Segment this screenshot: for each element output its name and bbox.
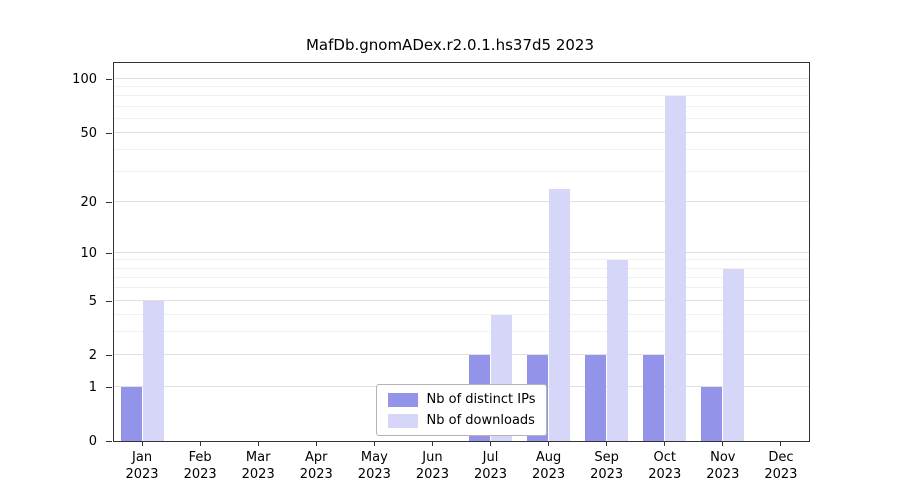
x-tick-label-mar: Mar 2023 xyxy=(229,442,287,483)
y-tick-label: 50 xyxy=(80,125,97,141)
gridline-major xyxy=(114,251,809,253)
bar-nb-of-distinct-ips-nov xyxy=(700,386,722,441)
x-tick-mark xyxy=(548,442,550,446)
x-tick-mark xyxy=(606,442,608,446)
gridline-minor xyxy=(114,313,809,315)
bar-nb-of-downloads-oct xyxy=(664,96,686,441)
legend-label-distinct-ips: Nb of distinct IPs xyxy=(426,392,536,407)
gridline-minor xyxy=(114,95,809,97)
y-tick-label: 1 xyxy=(88,379,97,395)
x-tick-label-nov: Nov 2023 xyxy=(694,442,752,483)
bar-nb-of-downloads-aug xyxy=(548,188,570,441)
gridline-minor xyxy=(114,276,809,278)
bar-group-jan xyxy=(114,63,172,441)
x-tick-label-jan: Jan 2023 xyxy=(113,442,171,483)
x-tick-mark xyxy=(431,442,433,446)
gridline-major xyxy=(114,299,809,301)
plot-area: Nb of distinct IPs Nb of downloads xyxy=(113,62,810,442)
y-tick-mark xyxy=(106,441,112,442)
x-tick-label-may: May 2023 xyxy=(345,442,403,483)
y-tick-mark xyxy=(106,354,112,356)
bar-group-apr xyxy=(288,63,346,441)
gridline-major xyxy=(114,131,809,133)
x-tick-mark xyxy=(373,442,375,446)
x-tick-mark xyxy=(141,442,143,446)
x-tick-mark xyxy=(490,442,491,446)
y-tick-label: 2 xyxy=(88,347,97,363)
x-tick-label-dec: Dec 2023 xyxy=(752,442,810,483)
y-tick-mark xyxy=(106,79,112,81)
x-tick-label-jun: Jun 2023 xyxy=(403,442,461,483)
x-tick-mark xyxy=(199,442,201,446)
bar-group-sep xyxy=(577,63,635,441)
y-tick-label: 0 xyxy=(88,434,97,449)
bar-group-oct xyxy=(635,63,693,441)
gridline-minor xyxy=(114,259,809,261)
y-tick-label: 100 xyxy=(72,72,97,88)
x-tick-label-aug: Aug 2023 xyxy=(520,442,578,483)
gridline-minor xyxy=(114,105,809,107)
x-tick-mark xyxy=(664,442,666,446)
y-tick-mark xyxy=(106,132,112,134)
chart-title: MafDb.gnomADex.r2.0.1.hs37d5 2023 xyxy=(305,36,594,54)
x-tick-mark xyxy=(780,442,782,446)
x-tick-label-apr: Apr 2023 xyxy=(287,442,345,483)
gridline-minor xyxy=(114,86,809,88)
bar-nb-of-downloads-sep xyxy=(606,260,628,441)
legend-item-downloads: Nb of downloads xyxy=(387,413,536,428)
bar-nb-of-distinct-ips-jan xyxy=(121,386,143,441)
x-tick-label-sep: Sep 2023 xyxy=(578,442,636,483)
bar-nb-of-distinct-ips-sep xyxy=(584,354,606,441)
x-tick-label-jul: Jul 2023 xyxy=(461,442,519,483)
gridline-minor xyxy=(114,267,809,269)
bar-group-nov xyxy=(693,63,751,441)
gridline-minor xyxy=(114,287,809,289)
x-tick-mark xyxy=(257,442,259,446)
legend-label-downloads: Nb of downloads xyxy=(426,413,535,428)
gridline-minor xyxy=(114,117,809,119)
y-tick-label: 10 xyxy=(80,245,97,261)
legend-swatch-downloads xyxy=(387,413,418,428)
bar-nb-of-downloads-jan xyxy=(143,300,165,441)
y-axis: 0 1 2 5 10 20 50 100 xyxy=(0,62,113,449)
y-tick-label: 20 xyxy=(80,195,97,211)
bar-nb-of-downloads-nov xyxy=(722,268,744,441)
x-tick-label-feb: Feb 2023 xyxy=(171,442,229,483)
y-tick-mark xyxy=(106,202,112,204)
bar-group-mar xyxy=(230,63,288,441)
x-tick-mark xyxy=(315,442,317,446)
y-tick-label: 5 xyxy=(88,293,97,309)
gridline-minor xyxy=(114,331,809,333)
legend: Nb of distinct IPs Nb of downloads xyxy=(375,384,548,436)
x-tick-label-oct: Oct 2023 xyxy=(636,442,694,483)
y-tick-mark xyxy=(106,252,112,254)
gridline-major xyxy=(114,353,809,355)
gridline-major xyxy=(114,78,809,80)
x-tick-mark xyxy=(722,442,724,446)
y-tick-mark xyxy=(106,300,112,302)
bar-nb-of-distinct-ips-oct xyxy=(642,354,664,441)
x-axis: Jan 2023 Feb 2023 Mar 2023 Apr 2023 May 2023 Jun 20… xyxy=(113,442,810,483)
gridline-major xyxy=(114,201,809,203)
y-tick-mark xyxy=(106,386,112,388)
bar-group-feb xyxy=(172,63,230,441)
gridline-minor xyxy=(114,148,809,150)
bar-group-dec xyxy=(751,63,809,441)
legend-swatch-distinct-ips xyxy=(387,392,418,407)
gridline-minor xyxy=(114,170,809,172)
legend-item-distinct-ips: Nb of distinct IPs xyxy=(387,392,536,407)
